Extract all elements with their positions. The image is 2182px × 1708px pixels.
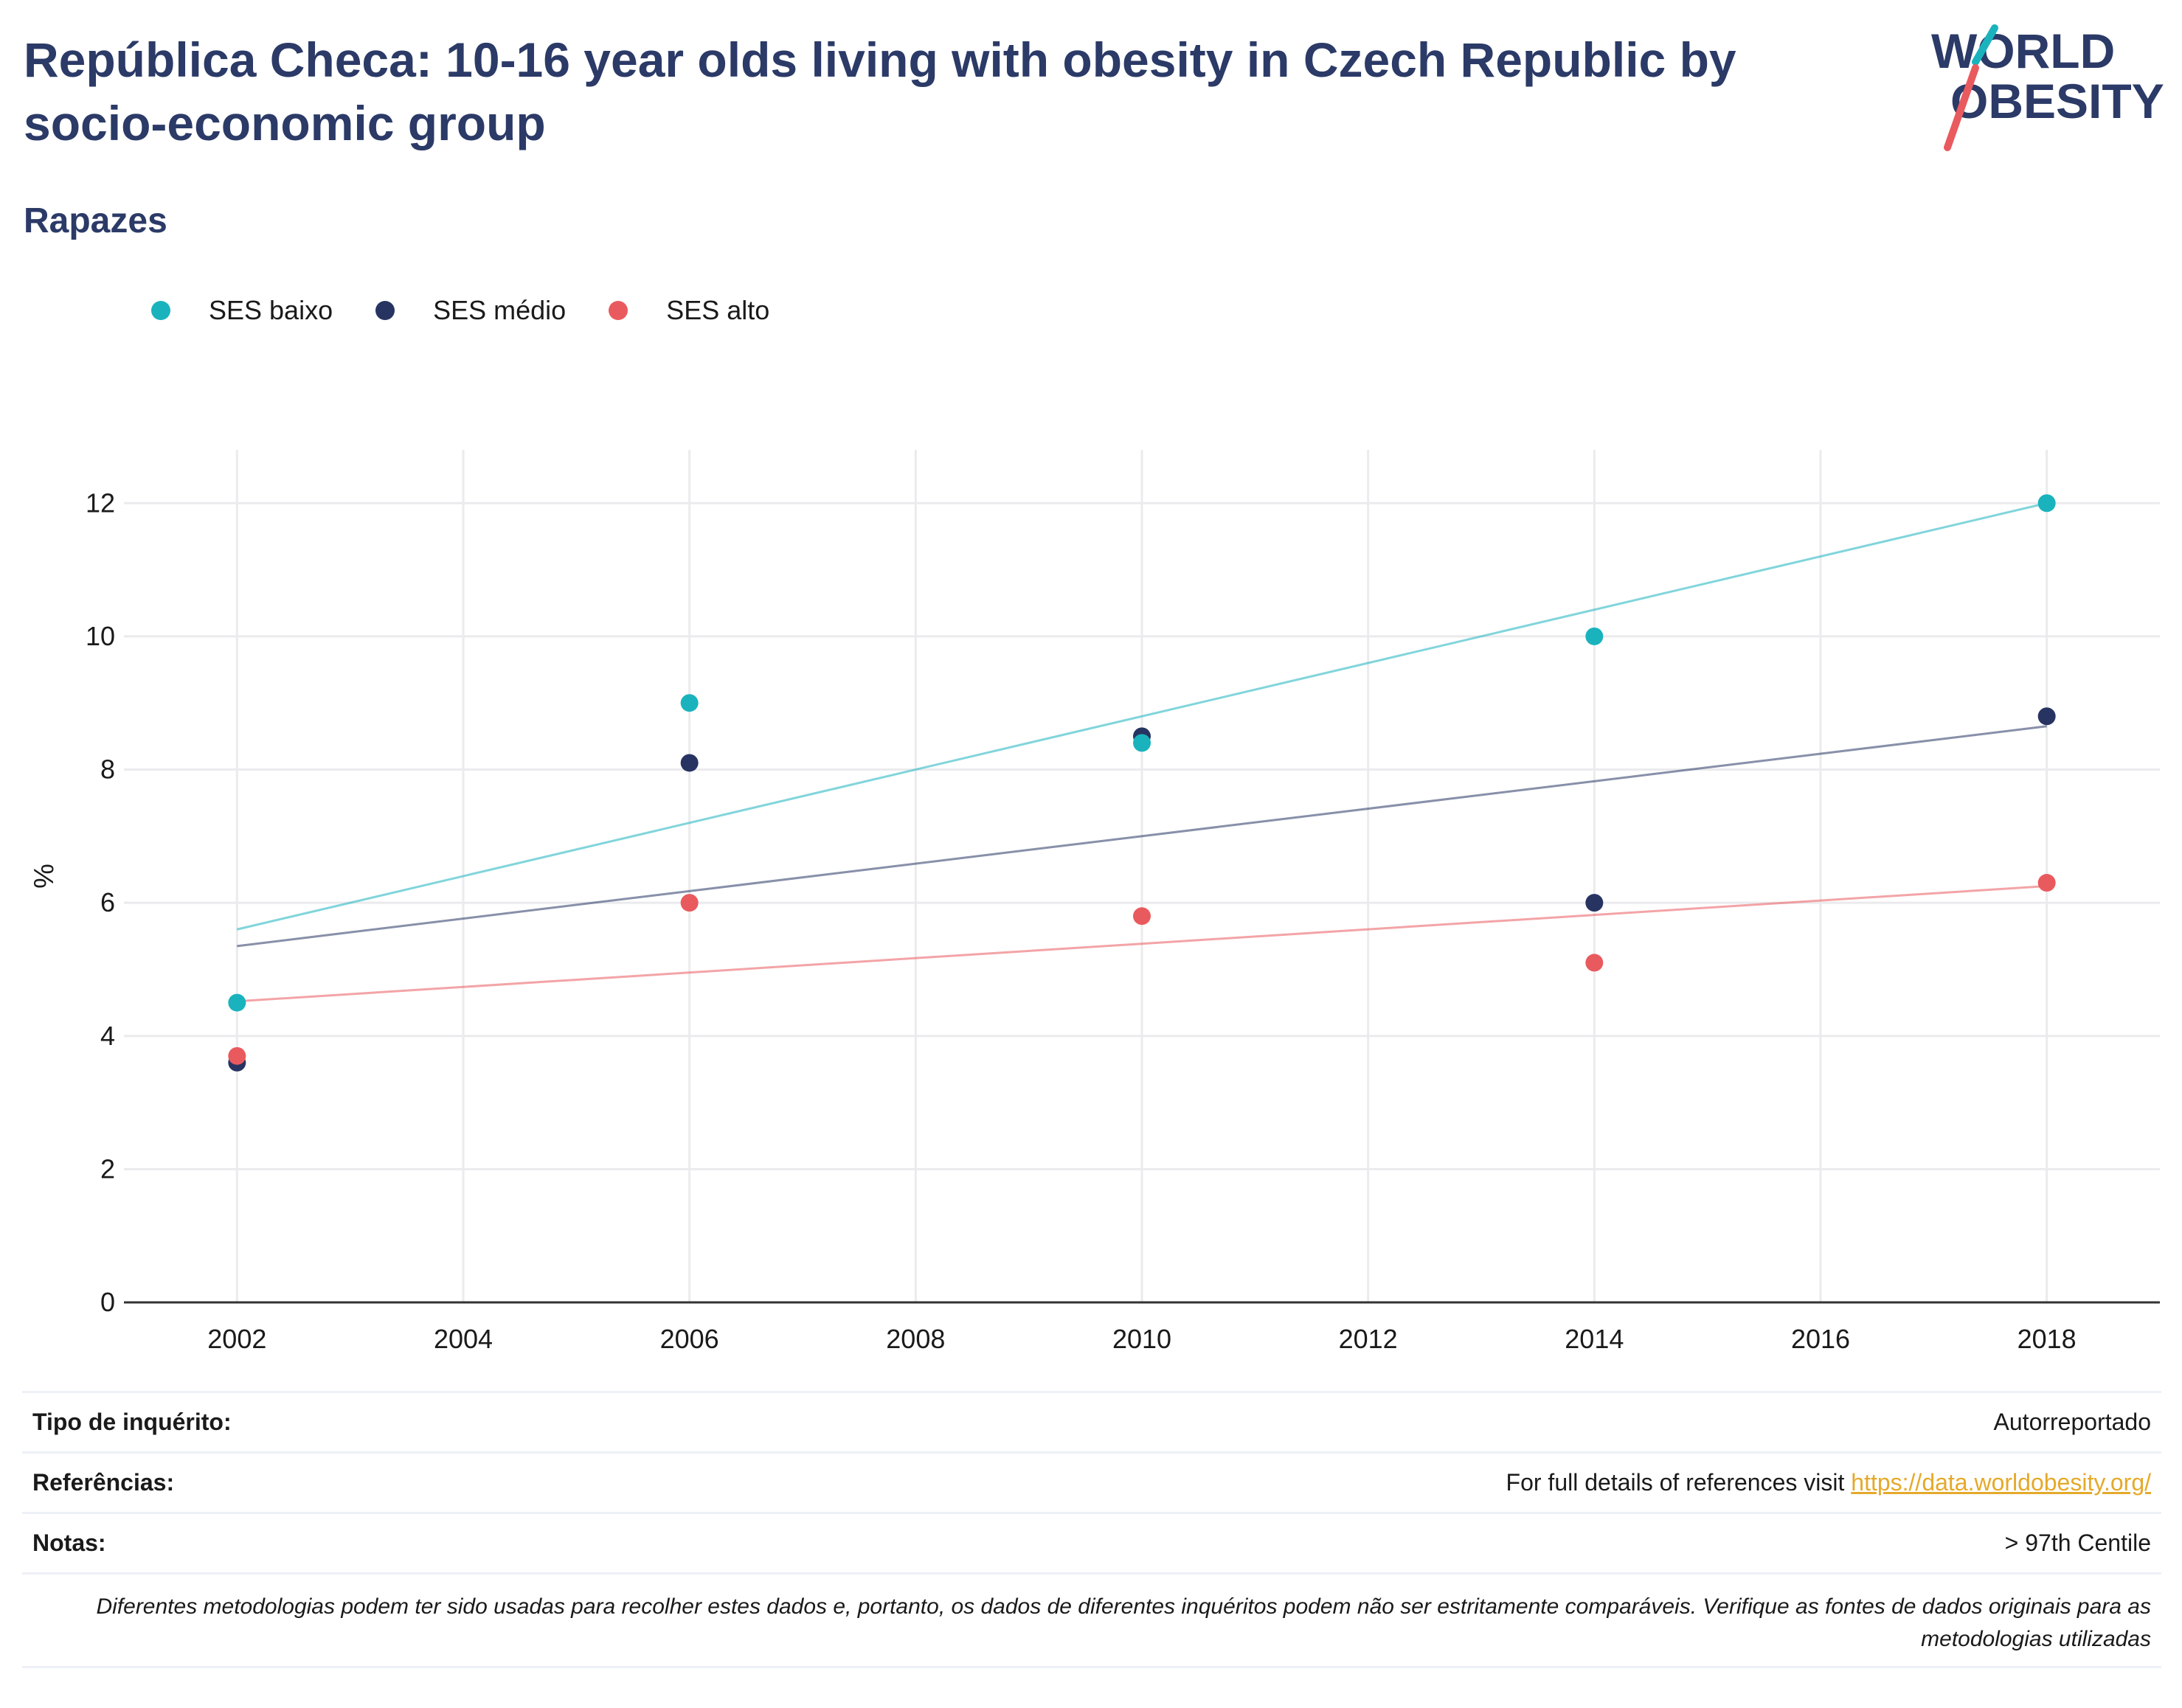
trend-lines bbox=[236, 501, 2048, 1003]
references-link[interactable]: https://data.worldobesity.org/ bbox=[1851, 1469, 2151, 1496]
x-tick-label-2012: 2012 bbox=[1339, 1324, 1398, 1354]
info-row-references: Referências: For full details of referen… bbox=[22, 1451, 2161, 1512]
world-obesity-logo: WORLD OBESITY bbox=[1931, 24, 2164, 151]
legend-label-ses-alto: SES alto bbox=[666, 295, 770, 325]
info-row-survey-type: Tipo de inquérito: Autorreportado bbox=[22, 1391, 2161, 1451]
legend-marker-ses-medio bbox=[375, 301, 395, 320]
logo-slash-coral bbox=[1944, 64, 1979, 151]
x-tick-label-2010: 2010 bbox=[1112, 1324, 1171, 1354]
survey-type-label: Tipo de inquérito: bbox=[32, 1409, 232, 1435]
x-tick-label-2004: 2004 bbox=[434, 1324, 493, 1354]
y-tick-label-12: 12 bbox=[86, 487, 115, 518]
grid-lines bbox=[124, 450, 2160, 1302]
y-tick-label-0: 0 bbox=[100, 1287, 115, 1317]
legend-marker-ses-baixo bbox=[151, 301, 170, 320]
x-tick-label-2002: 2002 bbox=[207, 1324, 266, 1354]
references-label: Referências: bbox=[32, 1469, 175, 1496]
notes-value: > 97th Centile bbox=[2004, 1530, 2151, 1556]
data-point-ses-alto-2006 bbox=[680, 894, 699, 912]
legend-marker-ses-alto bbox=[609, 301, 628, 320]
data-point-ses-medio-2006 bbox=[680, 754, 699, 772]
data-points bbox=[228, 494, 2056, 1072]
legend-item-ses-medio[interactable]: SES médio bbox=[375, 295, 566, 326]
logo-word-obesity: OBESITY bbox=[1950, 74, 2164, 128]
trend-line-ses-alto bbox=[237, 885, 2047, 1003]
x-tick-label-2008: 2008 bbox=[886, 1324, 945, 1354]
data-point-ses-baixo-2002 bbox=[228, 993, 246, 1012]
data-point-ses-alto-2018 bbox=[2037, 874, 2056, 892]
data-point-ses-alto-2010 bbox=[1133, 907, 1151, 926]
legend-item-ses-baixo[interactable]: SES baixo bbox=[151, 295, 333, 326]
legend-label-ses-baixo: SES baixo bbox=[209, 295, 333, 325]
chart-subtitle: Rapazes bbox=[24, 201, 167, 240]
trend-line-ses-medio bbox=[237, 725, 2047, 948]
references-text: For full details of references visit bbox=[1506, 1469, 1852, 1496]
data-point-ses-baixo-2006 bbox=[680, 694, 699, 712]
info-row-notes: Notas: > 97th Centile bbox=[22, 1512, 2161, 1572]
chart-legend: SES baixo SES médio SES alto bbox=[151, 295, 812, 326]
data-point-ses-medio-2018 bbox=[2037, 707, 2056, 726]
x-tick-label-2006: 2006 bbox=[660, 1324, 719, 1354]
notes-label: Notas: bbox=[32, 1530, 106, 1556]
data-point-ses-baixo-2018 bbox=[2037, 494, 2056, 513]
trend-line-ses-baixo bbox=[236, 501, 2048, 931]
data-point-ses-alto-2002 bbox=[228, 1046, 246, 1065]
y-axis-title: % bbox=[29, 864, 60, 889]
logo-slash-teal bbox=[1972, 24, 1998, 66]
x-tick-label-2018: 2018 bbox=[2018, 1324, 2077, 1354]
references-value: For full details of references visit htt… bbox=[1506, 1469, 2151, 1496]
legend-item-ses-alto[interactable]: SES alto bbox=[609, 295, 769, 326]
y-tick-label-8: 8 bbox=[100, 754, 115, 785]
x-tick-label-2014: 2014 bbox=[1565, 1324, 1624, 1354]
y-tick-label-4: 4 bbox=[100, 1021, 115, 1051]
legend-label-ses-medio: SES médio bbox=[433, 295, 567, 325]
axes: 2002 2004 2006 2008 2010 2012 2014 2016 2018 0 2 4 6… bbox=[86, 487, 2160, 1354]
data-point-ses-alto-2014 bbox=[1585, 954, 1604, 972]
methodology-disclaimer: Diferentes metodologias podem ter sido u… bbox=[22, 1572, 2161, 1668]
survey-type-value: Autorreportado bbox=[1993, 1409, 2151, 1435]
info-table: Tipo de inquérito: Autorreportado Referê… bbox=[22, 1391, 2161, 1668]
chart-title: República Checa: 10-16 year olds living … bbox=[24, 32, 1736, 150]
logo-word-world: WORLD bbox=[1931, 24, 2115, 78]
data-point-ses-baixo-2014 bbox=[1585, 627, 1604, 645]
x-tick-label-2016: 2016 bbox=[1791, 1324, 1850, 1354]
scatter-chart: 2002 2004 2006 2008 2010 2012 2014 2016 2018 0 2 4 6… bbox=[29, 450, 2160, 1354]
y-tick-label-10: 10 bbox=[86, 621, 115, 651]
y-tick-label-6: 6 bbox=[100, 887, 115, 917]
data-point-ses-baixo-2010 bbox=[1133, 734, 1151, 752]
data-point-ses-medio-2014 bbox=[1585, 894, 1604, 912]
y-tick-label-2: 2 bbox=[100, 1153, 115, 1184]
